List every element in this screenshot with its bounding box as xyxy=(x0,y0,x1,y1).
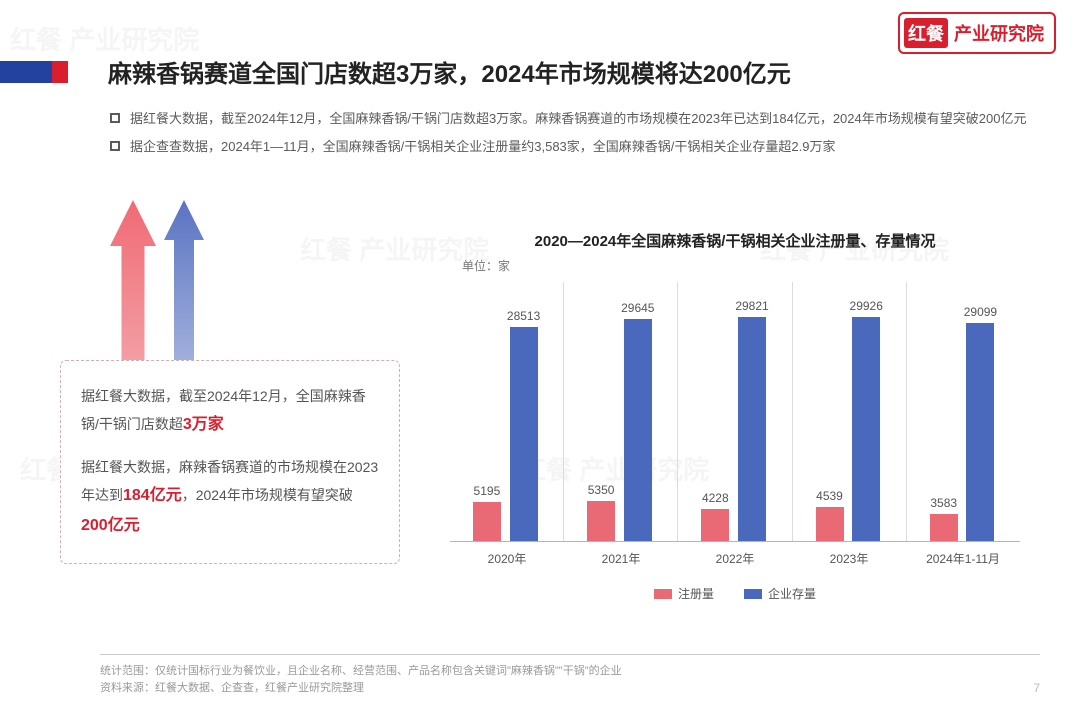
bar xyxy=(738,317,766,541)
chart-unit: 单位：家 xyxy=(462,257,1030,274)
bar-wrap: 4228 xyxy=(701,491,729,541)
bullet-list: 据红餐大数据，截至2024年12月，全国麻辣香锅/干锅门店数超3万家。麻辣香锅赛… xyxy=(110,108,1030,164)
footer-notes: 统计范围：仅统计国标行业为餐饮业，且企业名称、经营范围、产品名称包含关键词"麻辣… xyxy=(100,663,622,698)
footer-line: 统计范围：仅统计国标行业为餐饮业，且企业名称、经营范围、产品名称包含关键词"麻辣… xyxy=(100,663,622,681)
chart-group: 3583 29099 xyxy=(907,282,1020,541)
bar-value-label: 5350 xyxy=(588,483,615,497)
legend-item: 注册量 xyxy=(654,585,714,602)
bar-wrap: 29926 xyxy=(850,299,883,541)
callout-text: ，2024年市场规模有望突破 xyxy=(182,487,353,503)
bar xyxy=(624,319,652,541)
bar-value-label: 29821 xyxy=(735,299,768,313)
chart-title: 2020—2024年全国麻辣香锅/干锅相关企业注册量、存量情况 xyxy=(440,230,1030,251)
legend-label: 企业存量 xyxy=(768,585,816,602)
title-accent xyxy=(0,61,68,83)
x-tick-label: 2024年1-11月 xyxy=(906,550,1020,567)
chart-group: 4228 29821 xyxy=(678,282,792,541)
bar xyxy=(852,317,880,541)
bar-value-label: 3583 xyxy=(930,496,957,510)
bar xyxy=(701,509,729,541)
footer-line: 资料来源：红餐大数据、企查查，红餐产业研究院整理 xyxy=(100,680,622,698)
watermark: 红餐 产业研究院 xyxy=(10,20,199,57)
bar xyxy=(510,327,538,541)
bar-value-label: 29645 xyxy=(621,301,654,315)
bullet-item: 据红餐大数据，截至2024年12月，全国麻辣香锅/干锅门店数超3万家。麻辣香锅赛… xyxy=(110,108,1030,130)
legend-label: 注册量 xyxy=(678,585,714,602)
bar-wrap: 5350 xyxy=(587,483,615,541)
bar-wrap: 3583 xyxy=(930,496,958,541)
decorative-arrows xyxy=(110,190,410,370)
bar xyxy=(930,514,958,541)
chart-plot: 5195 28513 5350 29645 4228 29821 4539 29926 3583… xyxy=(450,282,1020,542)
chart-group: 5195 28513 xyxy=(450,282,564,541)
chart-group: 4539 29926 xyxy=(793,282,907,541)
bullet-item: 据企查查数据，2024年1—11月，全国麻辣香锅/干锅相关企业注册量约3,583… xyxy=(110,136,1030,158)
bar-value-label: 29926 xyxy=(850,299,883,313)
callout-highlight: 184亿元 xyxy=(123,487,182,504)
bar xyxy=(587,501,615,541)
bullet-text: 据红餐大数据，截至2024年12月，全国麻辣香锅/干锅门店数超3万家。麻辣香锅赛… xyxy=(130,108,1026,130)
footer: 统计范围：仅统计国标行业为餐饮业，且企业名称、经营范围、产品名称包含关键词"麻辣… xyxy=(100,654,1040,698)
bar-value-label: 4539 xyxy=(816,489,843,503)
brand-badge: 红餐 产业研究院 xyxy=(898,12,1056,54)
bullet-marker-icon xyxy=(110,141,120,151)
bar-wrap: 29821 xyxy=(735,299,768,541)
bar-value-label: 5195 xyxy=(474,484,501,498)
legend-swatch-icon xyxy=(744,589,762,599)
chart-xaxis: 2020年2021年2022年2023年2024年1-11月 xyxy=(450,550,1020,567)
legend-item: 企业存量 xyxy=(744,585,816,602)
page-number: 7 xyxy=(1033,679,1040,698)
brand-red-box: 红餐 xyxy=(904,18,948,48)
x-tick-label: 2020年 xyxy=(450,550,564,567)
bar xyxy=(473,502,501,541)
callout-box: 据红餐大数据，截至2024年12月，全国麻辣香锅/干锅门店数超3万家 据红餐大数… xyxy=(60,360,400,564)
callout-highlight: 200亿元 xyxy=(81,517,140,534)
chart-legend: 注册量 企业存量 xyxy=(440,585,1030,602)
legend-swatch-icon xyxy=(654,589,672,599)
bar-wrap: 29099 xyxy=(964,305,997,541)
bar-value-label: 28513 xyxy=(507,309,540,323)
bar xyxy=(816,507,844,541)
bullet-text: 据企查查数据，2024年1—11月，全国麻辣香锅/干锅相关企业注册量约3,583… xyxy=(130,136,835,158)
chart-area: 2020—2024年全国麻辣香锅/干锅相关企业注册量、存量情况 单位：家 519… xyxy=(440,230,1030,620)
title-row: 麻辣香锅赛道全国门店数超3万家，2024年市场规模将达200亿元 xyxy=(0,54,1080,89)
bullet-marker-icon xyxy=(110,113,120,123)
bar xyxy=(966,323,994,541)
callout-highlight: 3万家 xyxy=(183,416,224,433)
bar-wrap: 29645 xyxy=(621,301,654,541)
x-tick-label: 2023年 xyxy=(792,550,906,567)
x-tick-label: 2022年 xyxy=(678,550,792,567)
bar-value-label: 29099 xyxy=(964,305,997,319)
brand-suffix: 产业研究院 xyxy=(954,20,1044,46)
chart-group: 5350 29645 xyxy=(564,282,678,541)
x-tick-label: 2021年 xyxy=(564,550,678,567)
callout-line-2: 据红餐大数据，麻辣香锅赛道的市场规模在2023年达到184亿元，2024年市场规… xyxy=(81,454,379,541)
left-callout-block: 据红餐大数据，截至2024年12月，全国麻辣香锅/干锅门店数超3万家 据红餐大数… xyxy=(60,190,410,620)
bar-wrap: 5195 xyxy=(473,484,501,541)
bar-value-label: 4228 xyxy=(702,491,729,505)
page-title: 麻辣香锅赛道全国门店数超3万家，2024年市场规模将达200亿元 xyxy=(108,54,791,89)
callout-line-1: 据红餐大数据，截至2024年12月，全国麻辣香锅/干锅门店数超3万家 xyxy=(81,383,379,440)
bar-wrap: 28513 xyxy=(507,309,540,541)
bar-wrap: 4539 xyxy=(816,489,844,541)
